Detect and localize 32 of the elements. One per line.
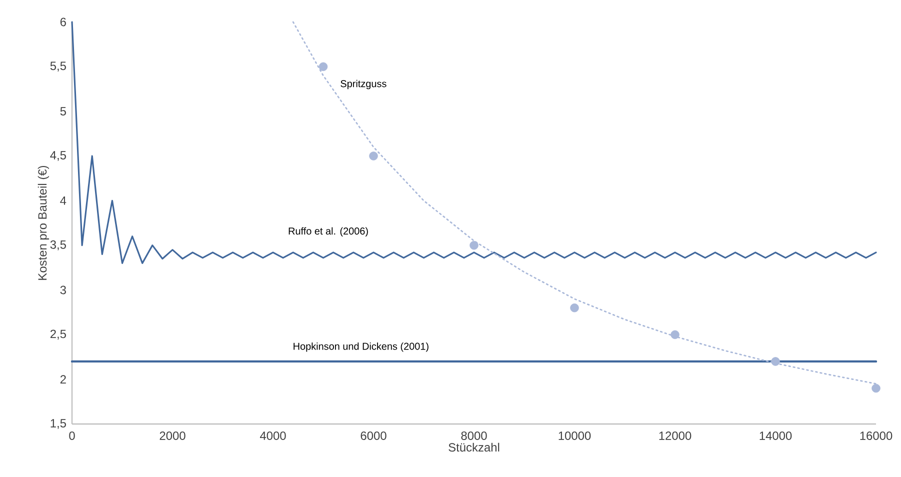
x-tick-label: 12000 bbox=[659, 431, 692, 440]
y-tick-label: 2 bbox=[60, 375, 66, 384]
x-axis-title: Stückzahl bbox=[448, 442, 500, 452]
point bbox=[318, 62, 328, 72]
point bbox=[872, 384, 880, 393]
point bbox=[570, 303, 579, 312]
y-axis-title: Kosten pro Bauteil (€) bbox=[38, 166, 50, 280]
x-tick-label: 4000 bbox=[260, 431, 286, 440]
y-tick-label: 5,5 bbox=[50, 62, 66, 72]
x-tick-label: 10000 bbox=[558, 431, 591, 440]
x-tick-label: 16000 bbox=[860, 431, 892, 440]
x-tick-label: 14000 bbox=[760, 431, 792, 440]
x-tick-label: 0 bbox=[69, 431, 75, 440]
y-tick-label: 2,5 bbox=[50, 330, 66, 340]
y-tick-label: 3 bbox=[60, 286, 66, 294]
x-tick-label: 2000 bbox=[160, 431, 186, 440]
y-tick-label: 3,5 bbox=[50, 240, 66, 250]
y-tick-label: 4 bbox=[60, 196, 66, 205]
x-tick-label: 6000 bbox=[360, 431, 386, 440]
series-label: Ruffo et al. (2006) bbox=[288, 227, 368, 237]
line-series bbox=[71, 21, 877, 264]
series-label: Hopkinson und Dickens (2001) bbox=[294, 342, 428, 352]
y-tick-label: 6 bbox=[60, 18, 66, 26]
x-tick-label: 8000 bbox=[461, 431, 487, 440]
point bbox=[670, 330, 680, 340]
y-tick-label: 1,5 bbox=[50, 419, 66, 429]
point bbox=[771, 357, 780, 366]
y-tick-label: 5 bbox=[60, 107, 66, 116]
point bbox=[369, 152, 378, 160]
y-tick-label: 4,5 bbox=[50, 151, 66, 161]
series-label: Spritzguss bbox=[340, 80, 386, 90]
point bbox=[470, 240, 478, 250]
